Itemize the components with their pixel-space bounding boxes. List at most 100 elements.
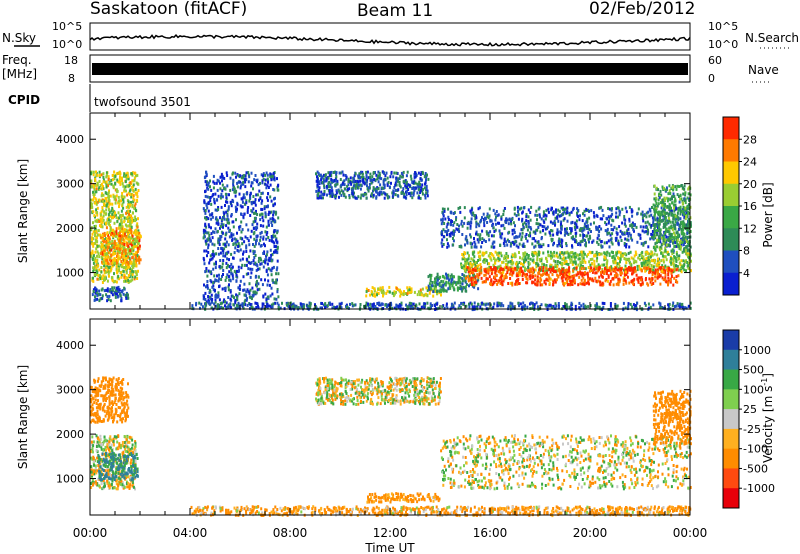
power-cell bbox=[132, 241, 135, 245]
power-cell bbox=[453, 211, 456, 215]
power-cell bbox=[114, 279, 117, 283]
power-cell bbox=[616, 262, 619, 266]
power-cell bbox=[254, 292, 257, 296]
power-cell bbox=[487, 231, 490, 235]
power-cell bbox=[224, 233, 227, 237]
power-cell bbox=[572, 235, 574, 239]
power-cell bbox=[649, 209, 652, 213]
power-cell bbox=[248, 255, 250, 259]
power-cell bbox=[526, 239, 529, 243]
power-cell bbox=[358, 183, 361, 187]
power-cell bbox=[274, 229, 277, 233]
power-cell bbox=[132, 248, 135, 252]
power-cell bbox=[424, 182, 426, 186]
power-cell bbox=[341, 181, 344, 185]
power-cell bbox=[222, 251, 225, 255]
power-cell bbox=[231, 237, 234, 241]
power-cell bbox=[106, 251, 109, 255]
power-cell bbox=[105, 221, 107, 225]
power-cell bbox=[211, 253, 214, 256]
power-cell bbox=[117, 199, 120, 203]
power-cell bbox=[92, 261, 95, 265]
power-cell bbox=[372, 193, 375, 197]
power-cell bbox=[470, 302, 473, 306]
power-cell bbox=[473, 237, 475, 240]
power-cell bbox=[256, 178, 259, 182]
power-cell bbox=[564, 207, 567, 211]
power-cell bbox=[120, 218, 123, 222]
power-cell bbox=[425, 187, 427, 191]
power-cell bbox=[118, 265, 121, 269]
power-cell bbox=[486, 232, 489, 236]
power-cell bbox=[276, 231, 279, 235]
power-cell bbox=[108, 210, 111, 214]
power-cell bbox=[111, 279, 114, 282]
power-cell bbox=[553, 306, 556, 310]
power-cell bbox=[560, 226, 563, 230]
power-cell bbox=[360, 193, 363, 197]
power-cell bbox=[111, 293, 114, 297]
power-cell bbox=[351, 304, 354, 308]
power-cell bbox=[97, 277, 100, 281]
power-cell bbox=[353, 174, 356, 178]
power-cell bbox=[250, 297, 253, 301]
power-cell bbox=[123, 188, 126, 191]
power-cell bbox=[652, 265, 655, 269]
power-cell bbox=[206, 206, 209, 210]
power-cell bbox=[112, 252, 115, 256]
power-cell bbox=[601, 245, 604, 249]
power-cell bbox=[243, 174, 246, 178]
power-cell bbox=[126, 171, 129, 175]
power-cell bbox=[463, 206, 466, 210]
power-cell bbox=[234, 306, 237, 310]
power-cell bbox=[506, 238, 509, 242]
power-cell bbox=[483, 238, 486, 242]
power-cell bbox=[349, 302, 351, 306]
power-cell bbox=[502, 209, 505, 213]
power-cell bbox=[132, 243, 135, 247]
power-cell bbox=[464, 285, 467, 289]
power-cell bbox=[359, 187, 362, 191]
power-cell bbox=[612, 251, 614, 254]
power-cell bbox=[95, 170, 97, 174]
power-cell bbox=[560, 222, 562, 226]
power-cell bbox=[132, 200, 135, 204]
power-cell bbox=[678, 303, 681, 306]
power-cell bbox=[547, 254, 550, 257]
power-cell bbox=[118, 231, 121, 235]
power-cell bbox=[452, 243, 455, 247]
power-cell bbox=[507, 304, 510, 308]
power-cell bbox=[419, 288, 422, 292]
power-cell bbox=[576, 211, 578, 215]
power-cell bbox=[533, 245, 536, 249]
power-cell bbox=[98, 273, 101, 277]
power-cell bbox=[459, 210, 462, 214]
power-cell bbox=[255, 268, 258, 272]
power-cell bbox=[238, 227, 241, 231]
power-cell bbox=[103, 222, 106, 226]
power-cell bbox=[400, 171, 403, 175]
power-cell bbox=[581, 227, 584, 231]
power-cell bbox=[96, 277, 99, 281]
power-cell bbox=[526, 305, 529, 309]
power-cell bbox=[272, 213, 275, 217]
power-cell bbox=[616, 304, 619, 308]
power-cell bbox=[121, 213, 124, 217]
power-cell bbox=[402, 293, 405, 297]
power-cell bbox=[133, 178, 136, 182]
power-cell bbox=[127, 205, 130, 209]
power-cell bbox=[429, 286, 432, 290]
power-cell bbox=[460, 222, 463, 226]
power-cell bbox=[110, 276, 113, 280]
power-cell bbox=[123, 172, 126, 176]
power-cell bbox=[413, 290, 416, 294]
power-cell bbox=[251, 286, 254, 290]
power-cell bbox=[219, 216, 221, 220]
power-cell bbox=[134, 171, 137, 175]
power-cell bbox=[259, 218, 262, 222]
power-cell bbox=[398, 181, 401, 184]
power-cell bbox=[372, 294, 375, 298]
power-cell bbox=[604, 221, 607, 225]
power-cell bbox=[447, 281, 450, 285]
power-cell bbox=[432, 290, 435, 294]
